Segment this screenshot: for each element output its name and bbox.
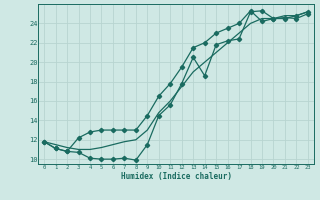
X-axis label: Humidex (Indice chaleur): Humidex (Indice chaleur) [121,172,231,181]
